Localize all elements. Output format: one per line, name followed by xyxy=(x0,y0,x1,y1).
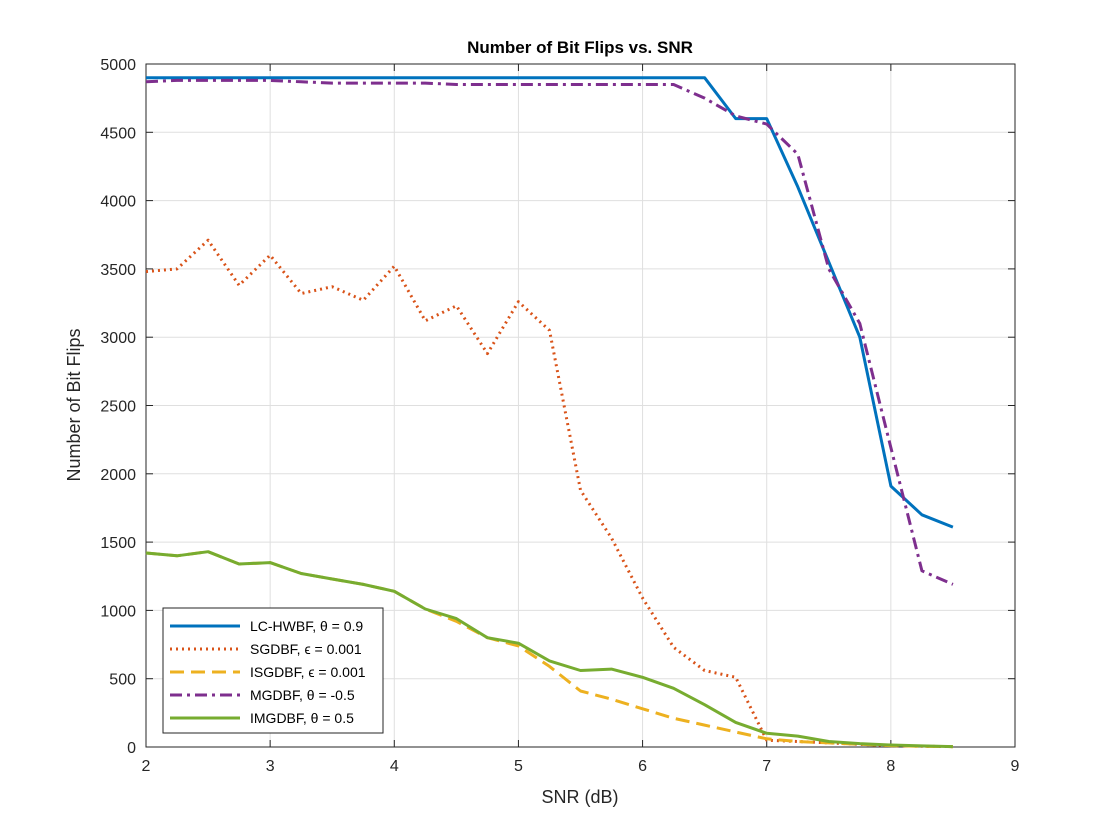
y-tick-label: 1000 xyxy=(100,603,136,620)
series-line-3 xyxy=(145,78,954,586)
x-tick-label: 6 xyxy=(638,758,647,775)
chart-title: Number of Bit Flips vs. SNR xyxy=(467,38,693,57)
x-tick-label: 2 xyxy=(142,758,151,775)
x-tick-label: 7 xyxy=(762,758,771,775)
y-tick-label: 1500 xyxy=(100,535,136,552)
legend-items: LC-HWBF, θ = 0.9 SGDBF, ϵ = 0.001 ISGDBF, … xyxy=(170,618,366,726)
legend-entry-0: LC-HWBF, θ = 0.9 xyxy=(250,618,363,634)
y-tick-label: 3500 xyxy=(100,262,136,279)
x-tick-label: 5 xyxy=(514,758,523,775)
x-tick-label: 9 xyxy=(1011,758,1020,775)
legend: LC-HWBF, θ = 0.9 SGDBF, ϵ = 0.001 ISGDBF, … xyxy=(162,607,384,734)
x-tick-label: 3 xyxy=(266,758,275,775)
legend-entry-1: SGDBF, ϵ = 0.001 xyxy=(250,641,362,657)
x-tick-label: 8 xyxy=(886,758,895,775)
y-tick-label: 4000 xyxy=(100,194,136,211)
y-tick-label: 2500 xyxy=(100,399,136,416)
y-tick-label: 4500 xyxy=(100,125,136,142)
legend-entry-4: IMGDBF, θ = 0.5 xyxy=(250,710,354,726)
y-axis-label: Number of Bit Flips xyxy=(64,328,84,481)
series-lines xyxy=(145,76,954,749)
axis-ticks: 2 3 4 5 6 7 8 9 0 500 1000 1500 2000 2500 3000 3500 4000… xyxy=(100,57,1019,775)
legend-entry-2: ISGDBF, ϵ = 0.001 xyxy=(250,664,366,680)
y-tick-label: 0 xyxy=(127,740,136,757)
y-tick-label: 2000 xyxy=(100,467,136,484)
series-line-4 xyxy=(145,550,953,749)
series-line-1 xyxy=(145,238,953,749)
y-tick-label: 5000 xyxy=(100,57,136,74)
x-tick-label: 4 xyxy=(390,758,399,775)
y-tick-label: 500 xyxy=(109,672,136,689)
legend-entry-3: MGDBF, θ = -0.5 xyxy=(250,687,355,703)
series-line-0 xyxy=(146,76,954,529)
x-axis-label: SNR (dB) xyxy=(541,787,618,807)
y-tick-label: 3000 xyxy=(100,330,136,347)
